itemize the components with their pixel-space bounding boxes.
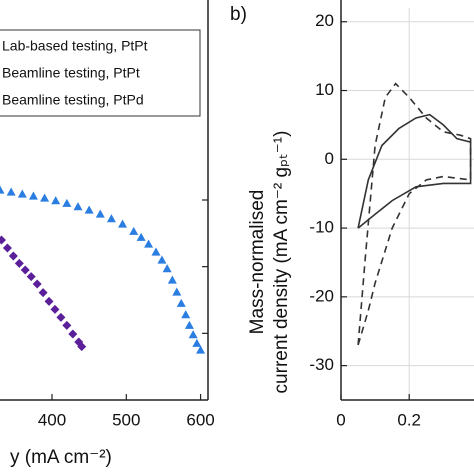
data-point [26, 272, 36, 282]
data-point [50, 304, 60, 314]
data-point [136, 232, 146, 241]
data-point [0, 185, 5, 194]
data-point [192, 338, 202, 347]
data-point [51, 196, 61, 205]
data-point [17, 189, 27, 198]
data-point [118, 219, 128, 228]
legend-label: Lab-based testing, PtPt [2, 38, 148, 54]
data-line [357, 82, 472, 346]
y-tick-label: -30 [309, 355, 334, 374]
data-point [62, 198, 72, 207]
y-tick-label: 10 [315, 80, 334, 99]
x-axis-title: y (mA cm⁻²) [10, 447, 112, 468]
y-tick-label: -10 [309, 218, 334, 237]
legend-box [0, 29, 201, 117]
y-tick-label: 20 [315, 11, 334, 30]
data-point [196, 345, 206, 354]
data-point [56, 312, 66, 322]
data-point [176, 298, 186, 307]
data-point [28, 191, 38, 200]
data-point [151, 247, 161, 256]
data-point [40, 193, 50, 202]
data-point [129, 226, 139, 235]
data-point [172, 287, 182, 296]
data-point [188, 330, 198, 339]
data-point [144, 239, 154, 248]
plot-area [357, 82, 472, 346]
data-point [0, 235, 6, 245]
data-point [2, 243, 12, 253]
x-tick-label: 500 [112, 410, 140, 429]
data-point [84, 205, 94, 214]
data-point [20, 265, 30, 275]
legend-label: Beamline testing, PtPt [2, 65, 140, 81]
y-tick-label: -20 [309, 286, 334, 305]
data-point [14, 258, 24, 268]
data-point [73, 202, 83, 211]
data-point [77, 342, 87, 352]
data-point [167, 275, 177, 284]
data-point [184, 320, 194, 329]
legend-label: Beamline testing, PtPd [2, 92, 144, 108]
data-point [157, 255, 167, 264]
data-point [8, 251, 18, 261]
y-axis-title: Mass-normalised [247, 190, 268, 335]
data-point [38, 288, 48, 298]
data-point [32, 279, 42, 289]
plot-area [0, 185, 206, 354]
data-point [162, 264, 172, 273]
data-point [44, 296, 54, 306]
data-point [62, 320, 72, 330]
data-point [181, 310, 191, 319]
panel-label: b) [230, 4, 247, 25]
y-tick-label: 0 [325, 149, 334, 168]
data-point [95, 209, 105, 218]
y-axis-title: current density (mA cm⁻² gₚₜ⁻¹) [271, 131, 292, 394]
x-tick-label: 0 [336, 410, 345, 429]
data-point [106, 214, 116, 223]
x-tick-label: 0.2 [397, 410, 421, 429]
data-line [357, 113, 472, 229]
data-point [6, 187, 16, 196]
x-tick-label: 400 [38, 410, 66, 429]
x-tick-label: 600 [186, 410, 214, 429]
data-point [68, 329, 78, 339]
